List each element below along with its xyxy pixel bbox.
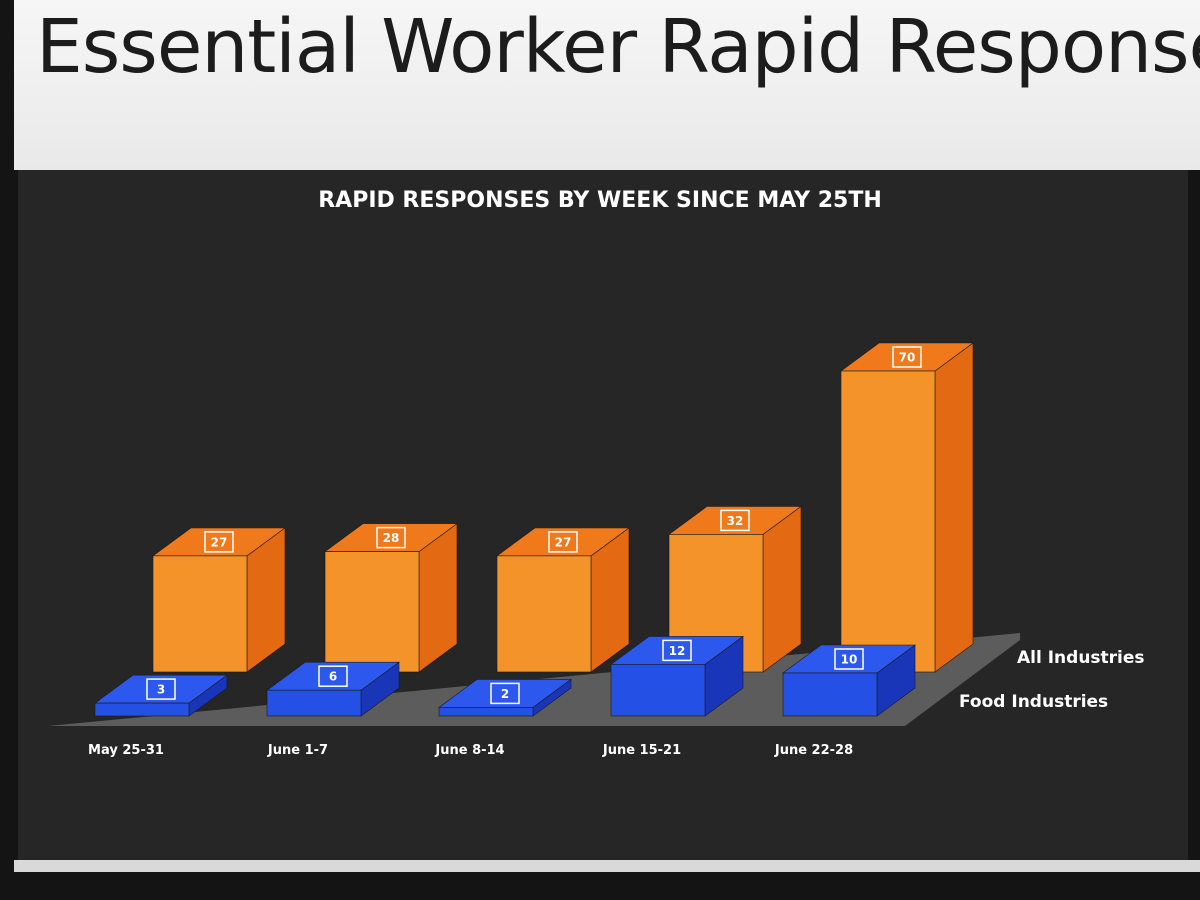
data-label-all-industries-june-22-28: 70 xyxy=(892,346,922,368)
data-label-food-industries-june-15-21: 12 xyxy=(662,639,692,662)
data-label-text: 2 xyxy=(501,687,509,701)
data-label-text: 27 xyxy=(555,535,572,549)
x-tick-label-june-15-21: June 15-21 xyxy=(602,743,681,758)
series-label-all-industries: All Industries xyxy=(1017,648,1145,668)
data-label-box xyxy=(834,648,864,670)
bar-side xyxy=(934,342,974,673)
data-label-box xyxy=(892,346,922,368)
x-tick-label-june-8-14: June 8-14 xyxy=(434,743,504,758)
data-label-text: 12 xyxy=(669,644,686,658)
bar-all-industries-june-15-21 xyxy=(668,505,802,673)
bar-front xyxy=(438,707,534,717)
data-label-text: 6 xyxy=(329,670,337,684)
data-label-box xyxy=(376,526,406,549)
data-label-text: 28 xyxy=(383,531,400,545)
data-label-all-industries-june-8-14: 27 xyxy=(548,531,578,553)
bar-food-industries-june-8-14 xyxy=(438,678,572,717)
data-label-box xyxy=(490,682,520,705)
bar-front xyxy=(94,702,190,717)
bar-all-industries-june-8-14 xyxy=(496,527,630,673)
x-tick-label-june-22-28: June 22-28 xyxy=(774,743,853,758)
data-label-food-industries-june-8-14: 2 xyxy=(490,682,520,705)
data-label-text: 3 xyxy=(157,683,165,697)
chart-area xyxy=(18,170,1188,860)
bar-food-industries-june-1-7 xyxy=(266,661,400,717)
data-label-all-industries-may-25-31: 27 xyxy=(204,531,234,553)
x-tick-label-june-1-7: June 1-7 xyxy=(267,743,328,758)
slide-title-band: Essential Worker Rapid Response Tr xyxy=(14,0,1200,170)
data-label-food-industries-may-25-31: 3 xyxy=(146,678,176,700)
data-label-text: 32 xyxy=(727,514,744,528)
data-label-text: 70 xyxy=(899,351,916,365)
slide-title: Essential Worker Rapid Response Tr xyxy=(36,4,1200,90)
chart-title: RAPID RESPONSES BY WEEK SINCE MAY 25TH xyxy=(318,188,882,213)
data-label-box xyxy=(548,531,578,553)
bar-food-industries-june-15-21 xyxy=(610,635,744,717)
data-label-box xyxy=(318,665,348,687)
bar-front xyxy=(266,689,362,717)
data-label-food-industries-june-22-28: 10 xyxy=(834,648,864,670)
bar-side xyxy=(762,505,802,673)
bar-front xyxy=(324,551,420,673)
bar-all-industries-june-22-28 xyxy=(840,342,974,673)
data-label-all-industries-june-1-7: 28 xyxy=(376,526,406,549)
data-label-food-industries-june-1-7: 6 xyxy=(318,665,348,687)
bar-food-industries-june-22-28 xyxy=(782,644,916,717)
data-label-text: 27 xyxy=(211,535,228,549)
data-label-all-industries-june-15-21: 32 xyxy=(720,509,750,532)
bar-front xyxy=(610,664,706,717)
series-label-food-industries: Food Industries xyxy=(959,692,1108,712)
data-label-box xyxy=(146,678,176,700)
data-label-text: 10 xyxy=(841,653,858,667)
data-label-box xyxy=(204,531,234,553)
bar-front xyxy=(782,672,878,717)
bar-front xyxy=(840,370,936,673)
bar-all-industries-may-25-31 xyxy=(152,527,286,673)
data-label-box xyxy=(720,509,750,532)
bar-front xyxy=(496,555,592,673)
bar-front xyxy=(152,555,248,673)
x-tick-label-may-25-31: May 25-31 xyxy=(88,743,164,758)
bar-all-industries-june-1-7 xyxy=(324,523,458,673)
bar-food-industries-may-25-31 xyxy=(94,674,228,717)
screen-bottom-edge xyxy=(14,860,1200,872)
data-label-box xyxy=(662,639,692,662)
